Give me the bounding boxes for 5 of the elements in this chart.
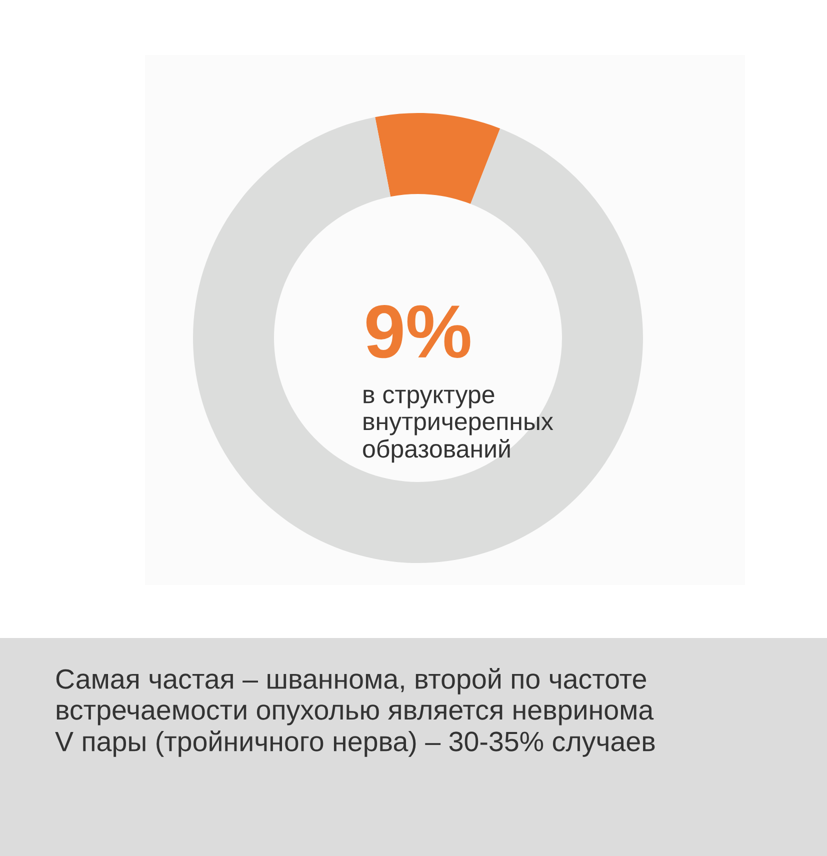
text: в структуре внутричерепных образований [363, 390, 554, 463]
donut-slice [193, 117, 643, 563]
data-label: 9% [366, 305, 470, 358]
donut-slice [375, 113, 500, 204]
text: Самая частая – шваннома, второй по частоте встречаемости опухолью является невринома V пары (тройничного нерва) – 30-35% случаев [55, 668, 655, 757]
